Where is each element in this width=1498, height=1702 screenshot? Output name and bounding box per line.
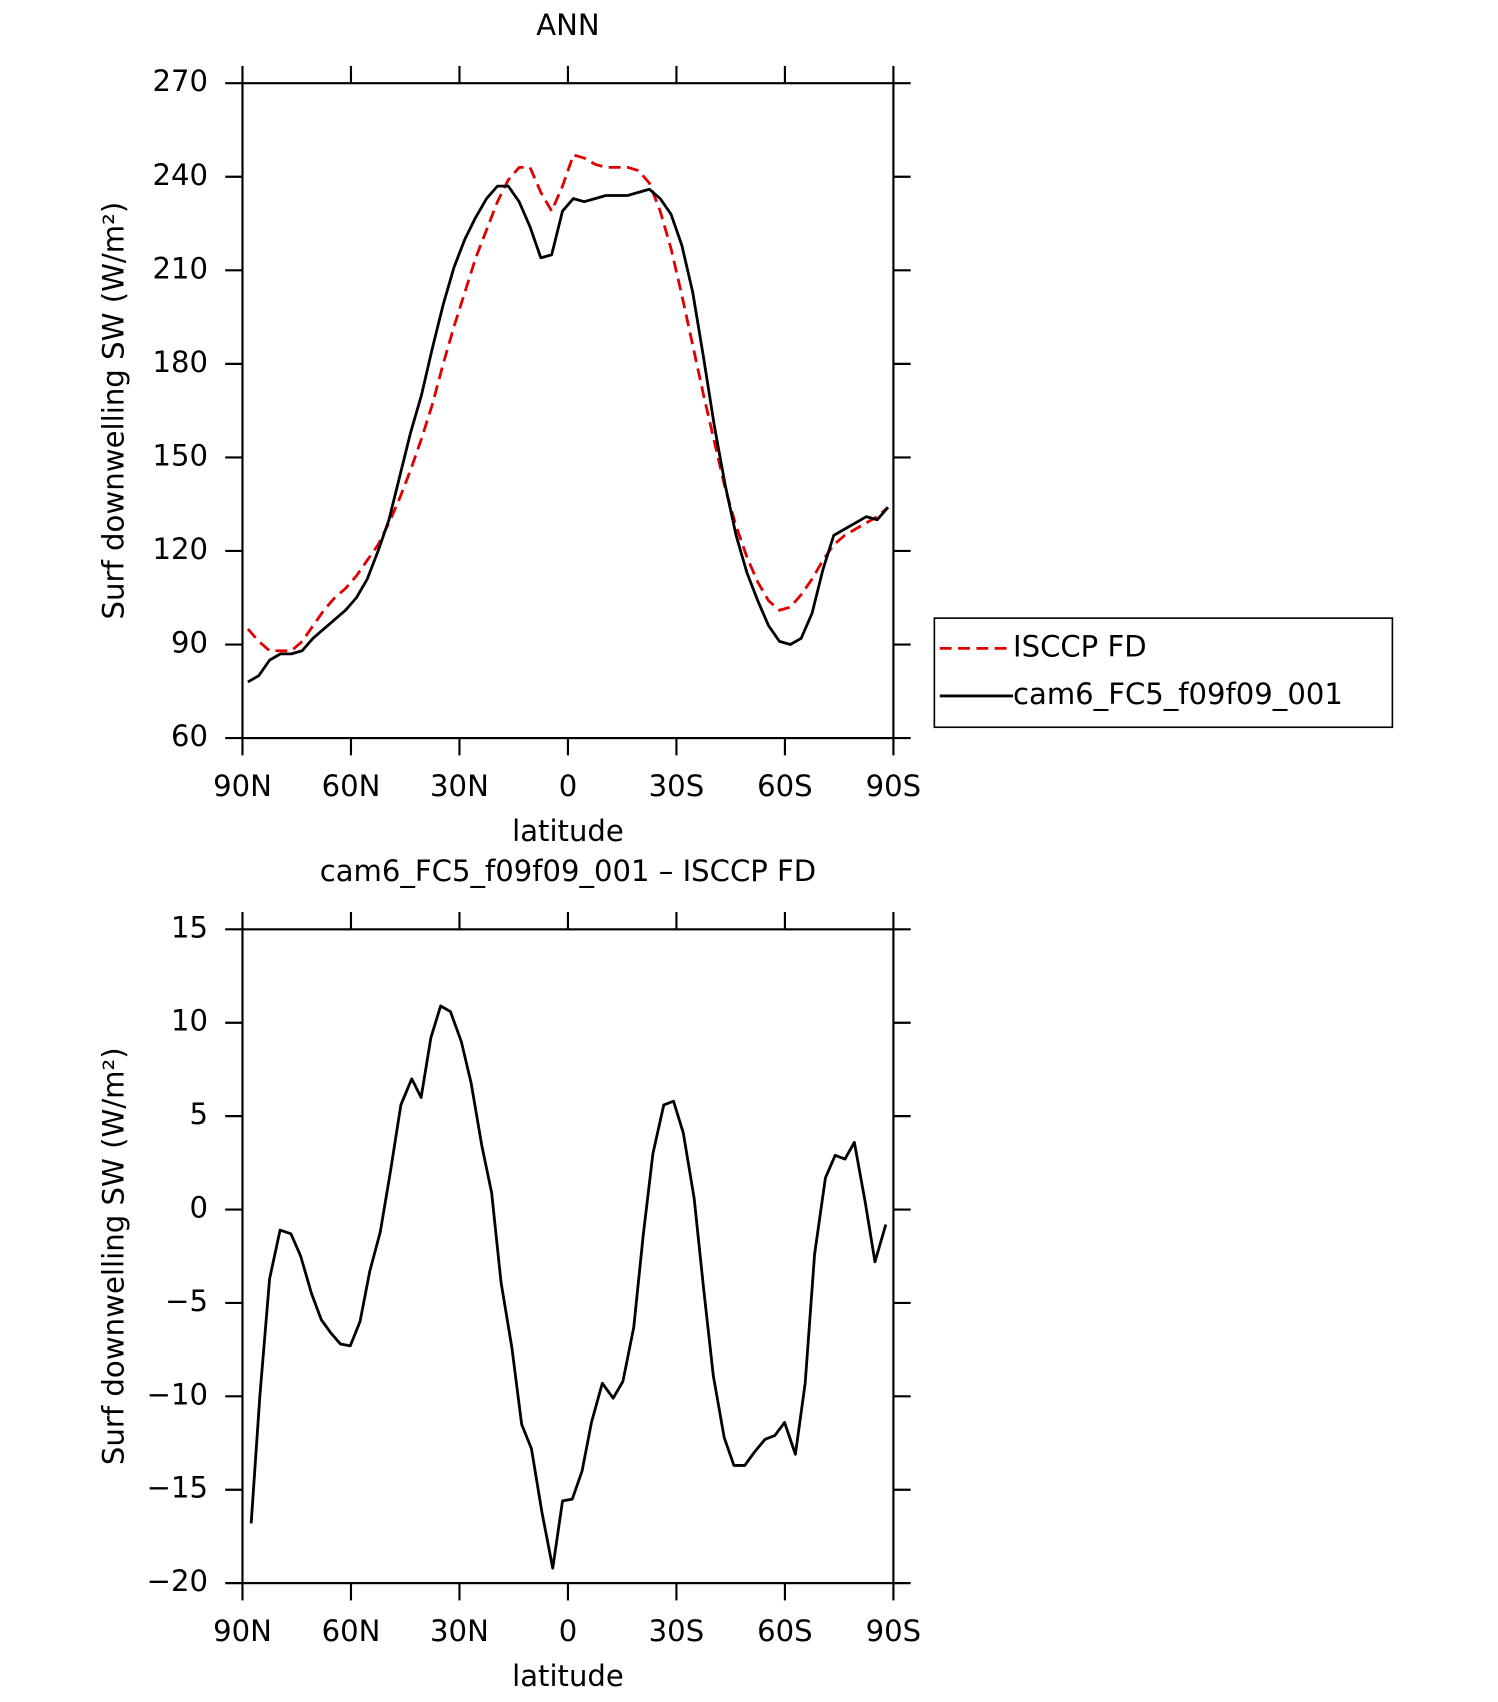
y-tick-label: −5 [165,1284,208,1318]
x-tick-label: 90N [213,769,272,803]
x-axis-label: latitude [512,814,624,848]
legend-label: ISCCP FD [1013,629,1147,663]
x-tick-label: 90S [866,1614,921,1648]
chart-title: cam6_FC5_f09f09_001 – ISCCP FD [320,854,816,888]
x-tick-label: 30S [649,1614,704,1648]
chart-title: ANN [536,8,599,42]
x-tick-label: 0 [559,1614,578,1648]
x-tick-label: 60S [757,1614,812,1648]
y-tick-label: 10 [171,1004,208,1038]
y-axis-label: Surf downwelling SW (W/m²) [96,202,130,620]
y-tick-label: 60 [171,719,208,753]
x-tick-label: 0 [559,769,578,803]
y-tick-label: 270 [152,64,208,98]
data-line [249,1004,888,1570]
y-tick-label: 210 [152,251,208,285]
x-tick-label: 90S [866,769,921,803]
x-axis-label: latitude [512,1659,624,1693]
x-tick-label: 30N [430,769,489,803]
y-tick-label: 5 [189,1097,208,1131]
y-tick-label: 90 [171,625,208,659]
legend-label: cam6_FC5_f09f09_001 [1013,677,1343,711]
y-tick-label: 0 [189,1191,208,1225]
x-tick-label: 60N [322,769,381,803]
y-axis-label: Surf downwelling SW (W/m²) [96,1047,130,1465]
legend-box [933,617,1394,729]
y-tick-label: 150 [152,438,208,472]
x-tick-label: 30N [430,1614,489,1648]
y-tick-label: 180 [152,345,208,379]
x-tick-label: 60S [757,769,812,803]
y-tick-label: −20 [147,1564,208,1598]
plot-frame [241,928,895,1585]
x-tick-label: 30S [649,769,704,803]
y-tick-label: −15 [147,1471,208,1505]
y-tick-label: 240 [152,158,208,192]
data-line [246,153,889,653]
x-tick-label: 60N [322,1614,381,1648]
x-tick-label: 90N [213,1614,272,1648]
data-line [247,184,890,684]
y-tick-label: 15 [171,910,208,944]
y-tick-label: −10 [147,1377,208,1411]
y-tick-label: 120 [152,532,208,566]
